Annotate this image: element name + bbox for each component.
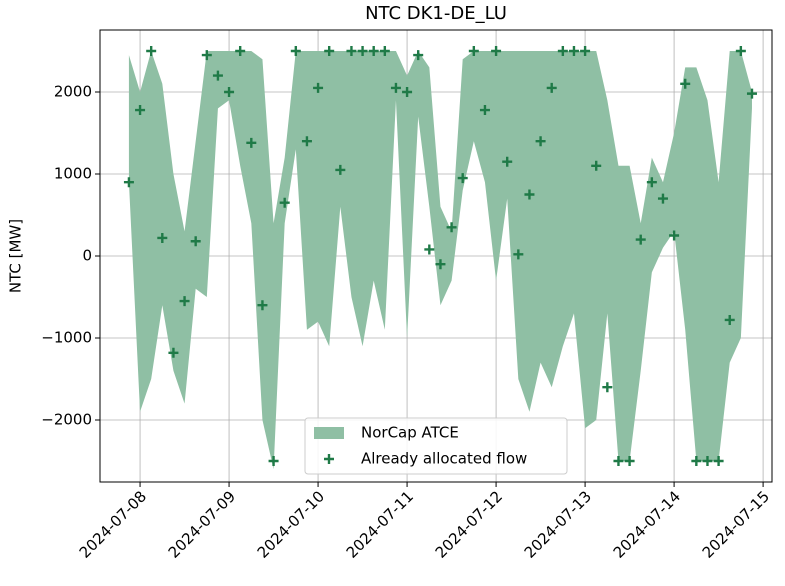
point [568,45,579,56]
point [613,456,624,467]
chart-title: NTC DK1-DE_LU [365,3,507,24]
point [479,105,490,116]
point [424,244,435,255]
point [146,45,157,56]
point [224,86,235,97]
x-tick-label: 2024-07-13 [521,487,595,561]
point [713,456,724,467]
y-tick-label: −2000 [41,411,92,429]
x-tick-label: 2024-07-15 [699,487,773,561]
x-tick-label: 2024-07-08 [76,487,150,561]
point [624,456,635,467]
legend-label: Already allocated flow [361,450,527,468]
point [580,45,591,56]
point [257,300,268,311]
point [368,45,379,56]
y-tick-label: 0 [82,247,92,265]
y-tick-label: −1000 [41,329,92,347]
point [468,45,479,56]
point [168,347,179,358]
point [724,314,735,325]
point [235,45,246,56]
point [557,45,568,56]
point [335,164,346,175]
point [669,230,680,241]
point [524,189,535,200]
point [268,456,279,467]
point [646,177,657,188]
point [179,296,190,307]
point [680,78,691,89]
legend-label: NorCap ATCE [361,424,459,442]
point [190,236,201,247]
x-tick-label: 2024-07-10 [254,487,328,561]
y-axis-label: NTC [MW] [7,219,25,293]
point [290,45,301,56]
x-tick-label: 2024-07-09 [165,487,239,561]
point [535,136,546,147]
point [279,197,290,208]
point [157,232,168,243]
x-tick-label: 2024-07-14 [610,487,684,561]
y-tick-label: 1000 [54,164,92,182]
point [313,82,324,93]
point [390,82,401,93]
point [635,234,646,245]
point [435,259,446,270]
point [324,45,335,56]
point [546,82,557,93]
point [123,177,134,188]
point [446,222,457,233]
legend-swatch [314,427,344,439]
legend: NorCap ATCE Already allocated flow [304,417,568,475]
point [212,70,223,81]
y-tick-label: 2000 [54,82,92,100]
plot-frame [99,29,773,483]
point [357,45,368,56]
point [301,136,312,147]
point [735,45,746,56]
point [513,249,524,260]
point [413,50,424,61]
point [657,193,668,204]
point [702,456,713,467]
point [246,137,257,148]
point [135,105,146,116]
point [379,45,390,56]
point [502,156,513,167]
point [746,88,757,99]
point [591,160,602,171]
x-tick-label: 2024-07-11 [343,487,417,561]
legend-swatch [324,454,334,464]
point [201,50,212,61]
point [491,45,502,56]
legend-box [304,417,568,475]
point [602,382,613,393]
point [402,86,413,97]
point [457,173,468,184]
x-tick-label: 2024-07-12 [432,487,506,561]
point [346,45,357,56]
point [691,456,702,467]
